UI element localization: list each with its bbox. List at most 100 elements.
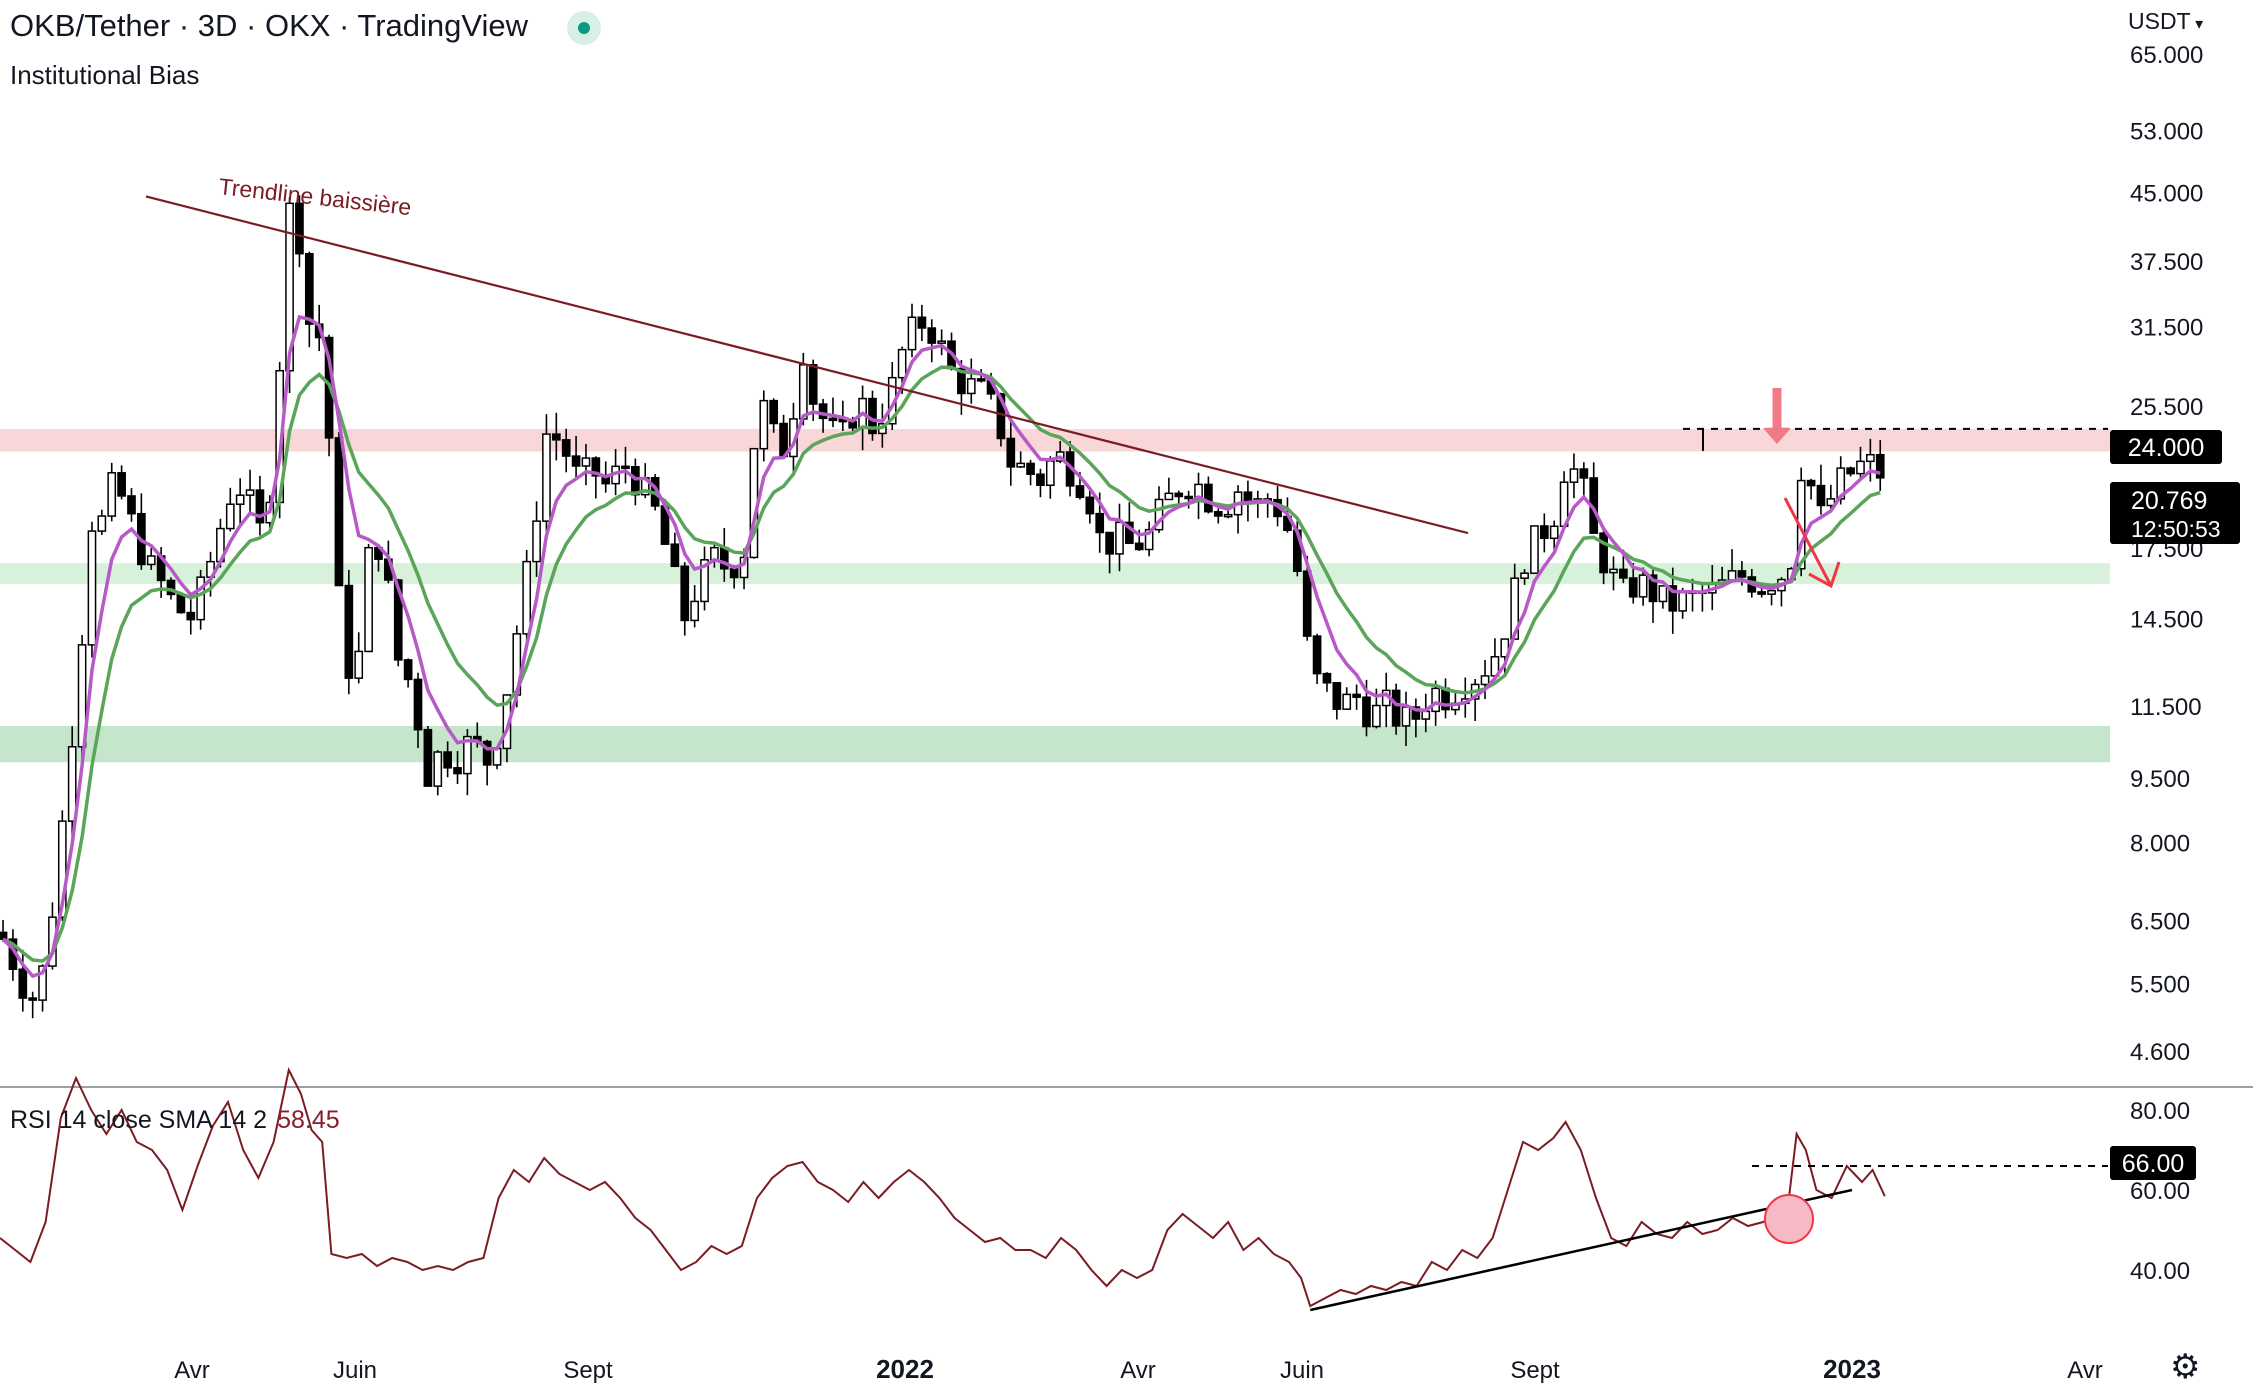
rsi-legend[interactable]: RSI 14 close SMA 14 2 58.45 [10, 1106, 340, 1135]
candle-body [87, 530, 97, 646]
candle-body [1638, 574, 1648, 598]
candle-body [1599, 532, 1608, 574]
down-arrow-icon [1763, 388, 1791, 444]
price-tick-label: 45.000 [2130, 180, 2203, 207]
candle-body [957, 367, 966, 395]
candle-body [927, 327, 937, 344]
candle-body [443, 751, 452, 769]
candle-body [1105, 531, 1114, 555]
projection-arrow-icon [1783, 497, 1841, 589]
candle-body [1727, 570, 1737, 581]
candle-body [107, 472, 117, 517]
price-tick-label: 37.500 [2130, 249, 2203, 276]
candle-body [551, 433, 561, 441]
candle-body [393, 579, 403, 661]
candle-body [631, 466, 640, 496]
candle-body [808, 364, 818, 405]
candle-body [166, 579, 176, 596]
candle-body [1520, 572, 1529, 579]
svg-text:20.769: 20.769 [2131, 487, 2207, 515]
candle-body [1579, 468, 1589, 479]
candle-body [571, 455, 581, 467]
candle-body [1648, 574, 1658, 603]
candle-body [1213, 510, 1223, 517]
candle-body [1757, 591, 1767, 595]
rsi-trendline[interactable] [1309, 1188, 1853, 1312]
ema-fast-line [1, 314, 1881, 979]
candle-body [828, 417, 838, 422]
candle-body [1806, 479, 1816, 487]
candle-body [907, 316, 917, 351]
support-zone-lower [0, 726, 2110, 763]
candle-body [1342, 693, 1352, 710]
candle-body [1134, 542, 1144, 551]
rsi-line [0, 1067, 1886, 1308]
candle-body [769, 399, 779, 425]
candle-body [127, 495, 136, 515]
market-status-icon[interactable] [567, 11, 601, 45]
rsi-legend-value: 58.45 [277, 1106, 340, 1134]
candle-body [1668, 585, 1678, 612]
indicator-name[interactable]: Institutional Bias [10, 60, 200, 90]
time-tick-label: Juin [333, 1357, 377, 1384]
candle-body [77, 644, 87, 748]
candle-body [463, 735, 472, 775]
trendline-label: Trendline baissière [217, 173, 412, 220]
candle-body [917, 316, 927, 329]
candle-body [1016, 462, 1026, 468]
candle-body [225, 503, 235, 530]
candle-body [1174, 492, 1184, 498]
candle-body [28, 997, 38, 1001]
candle-body [1816, 484, 1826, 507]
candle-body [798, 364, 808, 420]
candle-body [966, 378, 976, 395]
time-tick-label: 2022 [876, 1354, 934, 1384]
candle-body [1411, 706, 1421, 720]
candles-layer [0, 195, 1885, 1019]
candle-body [680, 565, 690, 622]
price-tick-label: 5.500 [2130, 971, 2190, 998]
candle-body [1115, 521, 1124, 555]
gear-icon[interactable]: ⚙ [2170, 1348, 2201, 1386]
candle-body [1609, 568, 1618, 574]
candle-body [670, 543, 680, 568]
candle-body [1302, 570, 1312, 637]
candle-body [729, 568, 739, 579]
currency-selector[interactable]: USDT ▾ [2128, 8, 2203, 35]
candle-body [1204, 483, 1213, 513]
candle-body [1085, 496, 1095, 515]
candle-body [245, 489, 255, 496]
time-tick-label: Sept [563, 1357, 613, 1384]
candle-body [423, 728, 433, 787]
price-tick-label: 14.500 [2130, 607, 2203, 634]
candle-body [1846, 467, 1855, 475]
bearish-trendline[interactable] [145, 195, 1469, 535]
price-tick-label: 9.500 [2130, 766, 2190, 793]
rsi-tick-label: 80.00 [2130, 1098, 2190, 1125]
rsi-axis[interactable]: 80.00 60.00 40.00 [2130, 1098, 2190, 1285]
time-tick-label: Avr [1120, 1357, 1156, 1384]
time-axis[interactable]: Avr Juin Sept 2022 Avr Juin Sept 2023 Avr [174, 1354, 2103, 1384]
candle-body [1362, 696, 1371, 728]
candle-body [196, 576, 205, 621]
candle-body [976, 378, 986, 382]
candle-body [1391, 689, 1401, 727]
chevron-down-icon: ▾ [2190, 16, 2204, 33]
price-tick-label: 31.500 [2130, 315, 2203, 342]
candle-body [235, 494, 245, 505]
candle-body [1312, 635, 1322, 675]
candle-body [1421, 710, 1431, 720]
candle-body [522, 560, 532, 635]
candle-body [1352, 693, 1361, 698]
candle-body [344, 584, 354, 679]
candle-body [591, 457, 601, 477]
candle-body [1184, 495, 1193, 500]
candle-body [1619, 568, 1628, 579]
candle-body [1036, 473, 1045, 487]
candle-body [255, 489, 265, 524]
price-axis[interactable]: 65.00053.00045.00037.50031.50025.50017.5… [2130, 42, 2203, 1066]
candle-body [897, 348, 907, 379]
candle-body [1767, 589, 1776, 595]
candle-body [690, 600, 699, 622]
